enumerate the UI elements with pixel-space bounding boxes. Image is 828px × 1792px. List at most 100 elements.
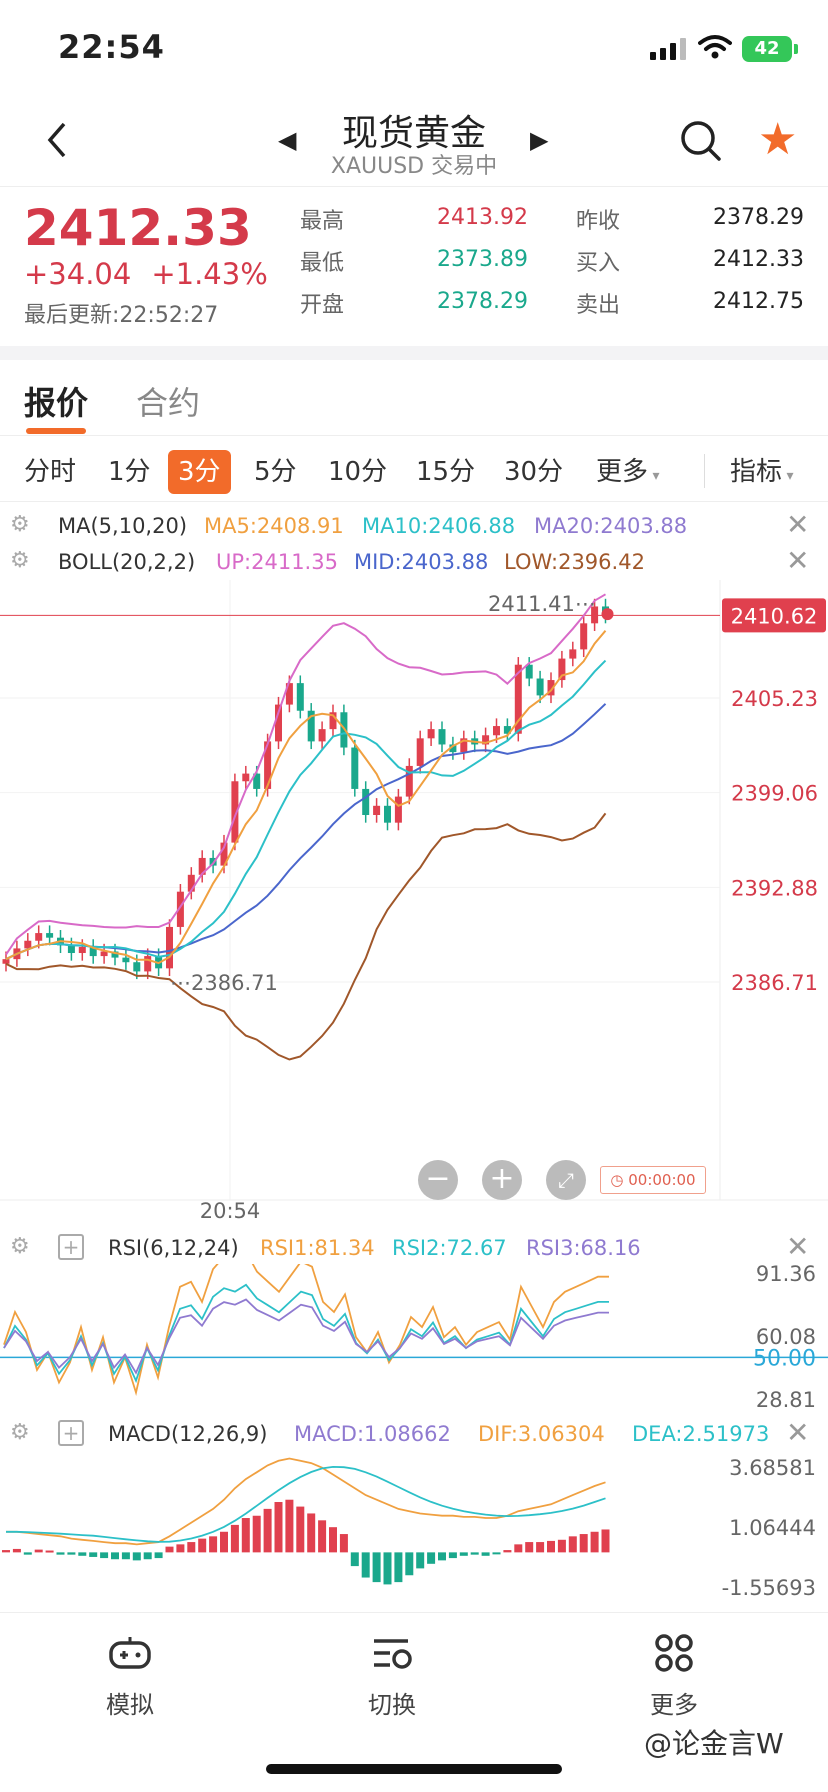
page-title: 现货黄金 xyxy=(341,113,486,154)
stat-label: 开盘 xyxy=(300,293,345,318)
settings-icon[interactable]: ⚙ xyxy=(10,512,30,537)
zoom-in-button[interactable]: + xyxy=(482,1160,522,1200)
macd-histogram-bar xyxy=(2,1550,10,1553)
macd-histogram-bar xyxy=(165,1546,174,1553)
macd-indicator-row: ⚙ + MACD(12,26,9) MACD:1.08662 DIF:3.063… xyxy=(0,1416,828,1450)
add-icon[interactable]: + xyxy=(58,1234,84,1260)
candle-body xyxy=(351,747,359,789)
settings-icon[interactable]: ⚙ xyxy=(10,1420,30,1445)
stat-value-high: 2413.92 xyxy=(437,205,528,230)
tab-contract[interactable]: 合约 xyxy=(136,384,201,422)
macd-histogram-bar xyxy=(339,1534,348,1553)
macd-histogram-bar xyxy=(132,1552,141,1561)
candle-body xyxy=(275,704,282,742)
close-icon[interactable]: ✕ xyxy=(786,508,810,541)
candlestick-chart[interactable]: 2405.23 2399.06 2392.88 2386.71 2410.62 2411.… xyxy=(0,580,828,1223)
low-mark-label: ⋯2386.71 xyxy=(170,971,278,995)
settings-icon[interactable]: ⚙ xyxy=(10,548,30,573)
indicator-label: 指标 xyxy=(730,457,783,487)
period-15m[interactable]: 15分 xyxy=(416,457,476,487)
candle-body xyxy=(67,945,75,954)
period-more-dropdown[interactable]: 更多 ▾ xyxy=(596,450,660,494)
rsi-mid-label: 50.00 xyxy=(753,1346,816,1371)
candle-body xyxy=(525,664,533,679)
boll-low-value: LOW:2396.42 xyxy=(504,550,645,574)
macd-histogram-bar xyxy=(263,1508,272,1553)
close-icon[interactable]: ✕ xyxy=(786,544,810,577)
candle-body xyxy=(264,741,272,789)
candle-body xyxy=(438,729,446,745)
period-more-label: 更多 xyxy=(596,457,649,487)
ma20-line xyxy=(5,703,607,961)
boll-up-value: UP:2411.35 xyxy=(216,550,338,574)
candle-body xyxy=(416,738,424,766)
nav-more[interactable]: 更多 xyxy=(594,1633,754,1720)
ma20-value: MA20:2403.88 xyxy=(534,514,688,538)
prev-instrument-button[interactable]: ◀ xyxy=(278,126,297,154)
boll-lower-line xyxy=(5,812,607,1061)
macd-histogram-bar xyxy=(285,1499,294,1553)
nav-label: 切换 xyxy=(368,1691,416,1719)
candle-body xyxy=(46,933,54,938)
candle-body xyxy=(547,680,555,696)
nav-label: 模拟 xyxy=(106,1691,154,1719)
y-tick-label: 2392.88 xyxy=(731,876,818,900)
period-timeshare[interactable]: 分时 xyxy=(24,457,77,487)
section-divider xyxy=(0,346,828,360)
macd-histogram-bar xyxy=(448,1552,457,1559)
macd-histogram-bar xyxy=(78,1552,87,1556)
search-icon[interactable] xyxy=(680,120,722,162)
candle-body xyxy=(394,796,402,823)
macd-panel: ⚙ + MACD(12,26,9) MACD:1.08662 DIF:3.063… xyxy=(0,1416,828,1612)
add-icon[interactable]: + xyxy=(58,1420,84,1446)
close-icon[interactable]: ✕ xyxy=(786,1230,810,1263)
macd-histogram-bar xyxy=(536,1542,545,1553)
page-subtitle: XAUUSD 交易中 xyxy=(330,154,498,179)
macd-histogram-bar xyxy=(274,1502,283,1553)
period-3m[interactable]: 3分 xyxy=(168,450,231,494)
period-30m[interactable]: 30分 xyxy=(504,457,564,487)
period-5m[interactable]: 5分 xyxy=(254,457,297,487)
star-icon[interactable]: ★ xyxy=(758,114,798,165)
chevron-left-icon xyxy=(47,122,66,158)
candle-body xyxy=(373,805,381,816)
rsi-tick-label: 60.08 xyxy=(756,1325,816,1349)
period-selector: 分时 1分 3分 5分 10分 15分 30分 更多 ▾ 指标 ▾ xyxy=(0,436,828,502)
macd-histogram-bar xyxy=(241,1518,250,1553)
back-button[interactable] xyxy=(44,120,68,167)
nav-simulate[interactable]: 模拟 xyxy=(50,1633,210,1720)
candle-body xyxy=(242,773,250,782)
tab-quote[interactable]: 报价 xyxy=(24,384,89,422)
nav-switch[interactable]: 切换 xyxy=(312,1633,472,1720)
y-tick-label: 2399.06 xyxy=(731,782,818,806)
settings-icon[interactable]: ⚙ xyxy=(10,1234,30,1259)
fullscreen-button[interactable]: ⤢ xyxy=(546,1160,586,1200)
macd-histogram-bar xyxy=(547,1540,555,1553)
macd-histogram-bar xyxy=(427,1552,436,1564)
change-value: +34.04 xyxy=(24,257,132,291)
period-10m[interactable]: 10分 xyxy=(328,457,388,487)
rsi1-line xyxy=(3,1264,609,1397)
dea-line xyxy=(6,1465,606,1543)
rsi-panel: ⚙ + RSI(6,12,24) RSI1:81.34 RSI2:72.67 R… xyxy=(0,1230,828,1416)
candle-body xyxy=(558,658,566,681)
candle-body xyxy=(2,959,10,964)
boll-mid-value: MID:2403.88 xyxy=(354,550,489,574)
candle-body xyxy=(503,726,511,734)
candle-body xyxy=(384,805,391,823)
time-axis-label: 20:54 xyxy=(200,1199,261,1223)
candle-body xyxy=(198,857,206,875)
ma10-line xyxy=(5,659,607,961)
macd-histogram-bar xyxy=(405,1552,414,1576)
candle-body xyxy=(78,946,86,954)
period-1m[interactable]: 1分 xyxy=(108,457,151,487)
macd-histogram-bar xyxy=(198,1538,207,1553)
close-icon[interactable]: ✕ xyxy=(786,1416,810,1449)
macd-histogram-bar xyxy=(143,1552,152,1560)
macd-histogram-bar xyxy=(361,1552,370,1578)
indicator-dropdown[interactable]: 指标 ▾ xyxy=(730,450,794,494)
next-instrument-button[interactable]: ▶ xyxy=(530,126,549,154)
battery-indicator: 42 xyxy=(742,36,798,62)
macd-histogram-bar xyxy=(329,1527,337,1553)
zoom-out-button[interactable]: − xyxy=(418,1160,458,1200)
